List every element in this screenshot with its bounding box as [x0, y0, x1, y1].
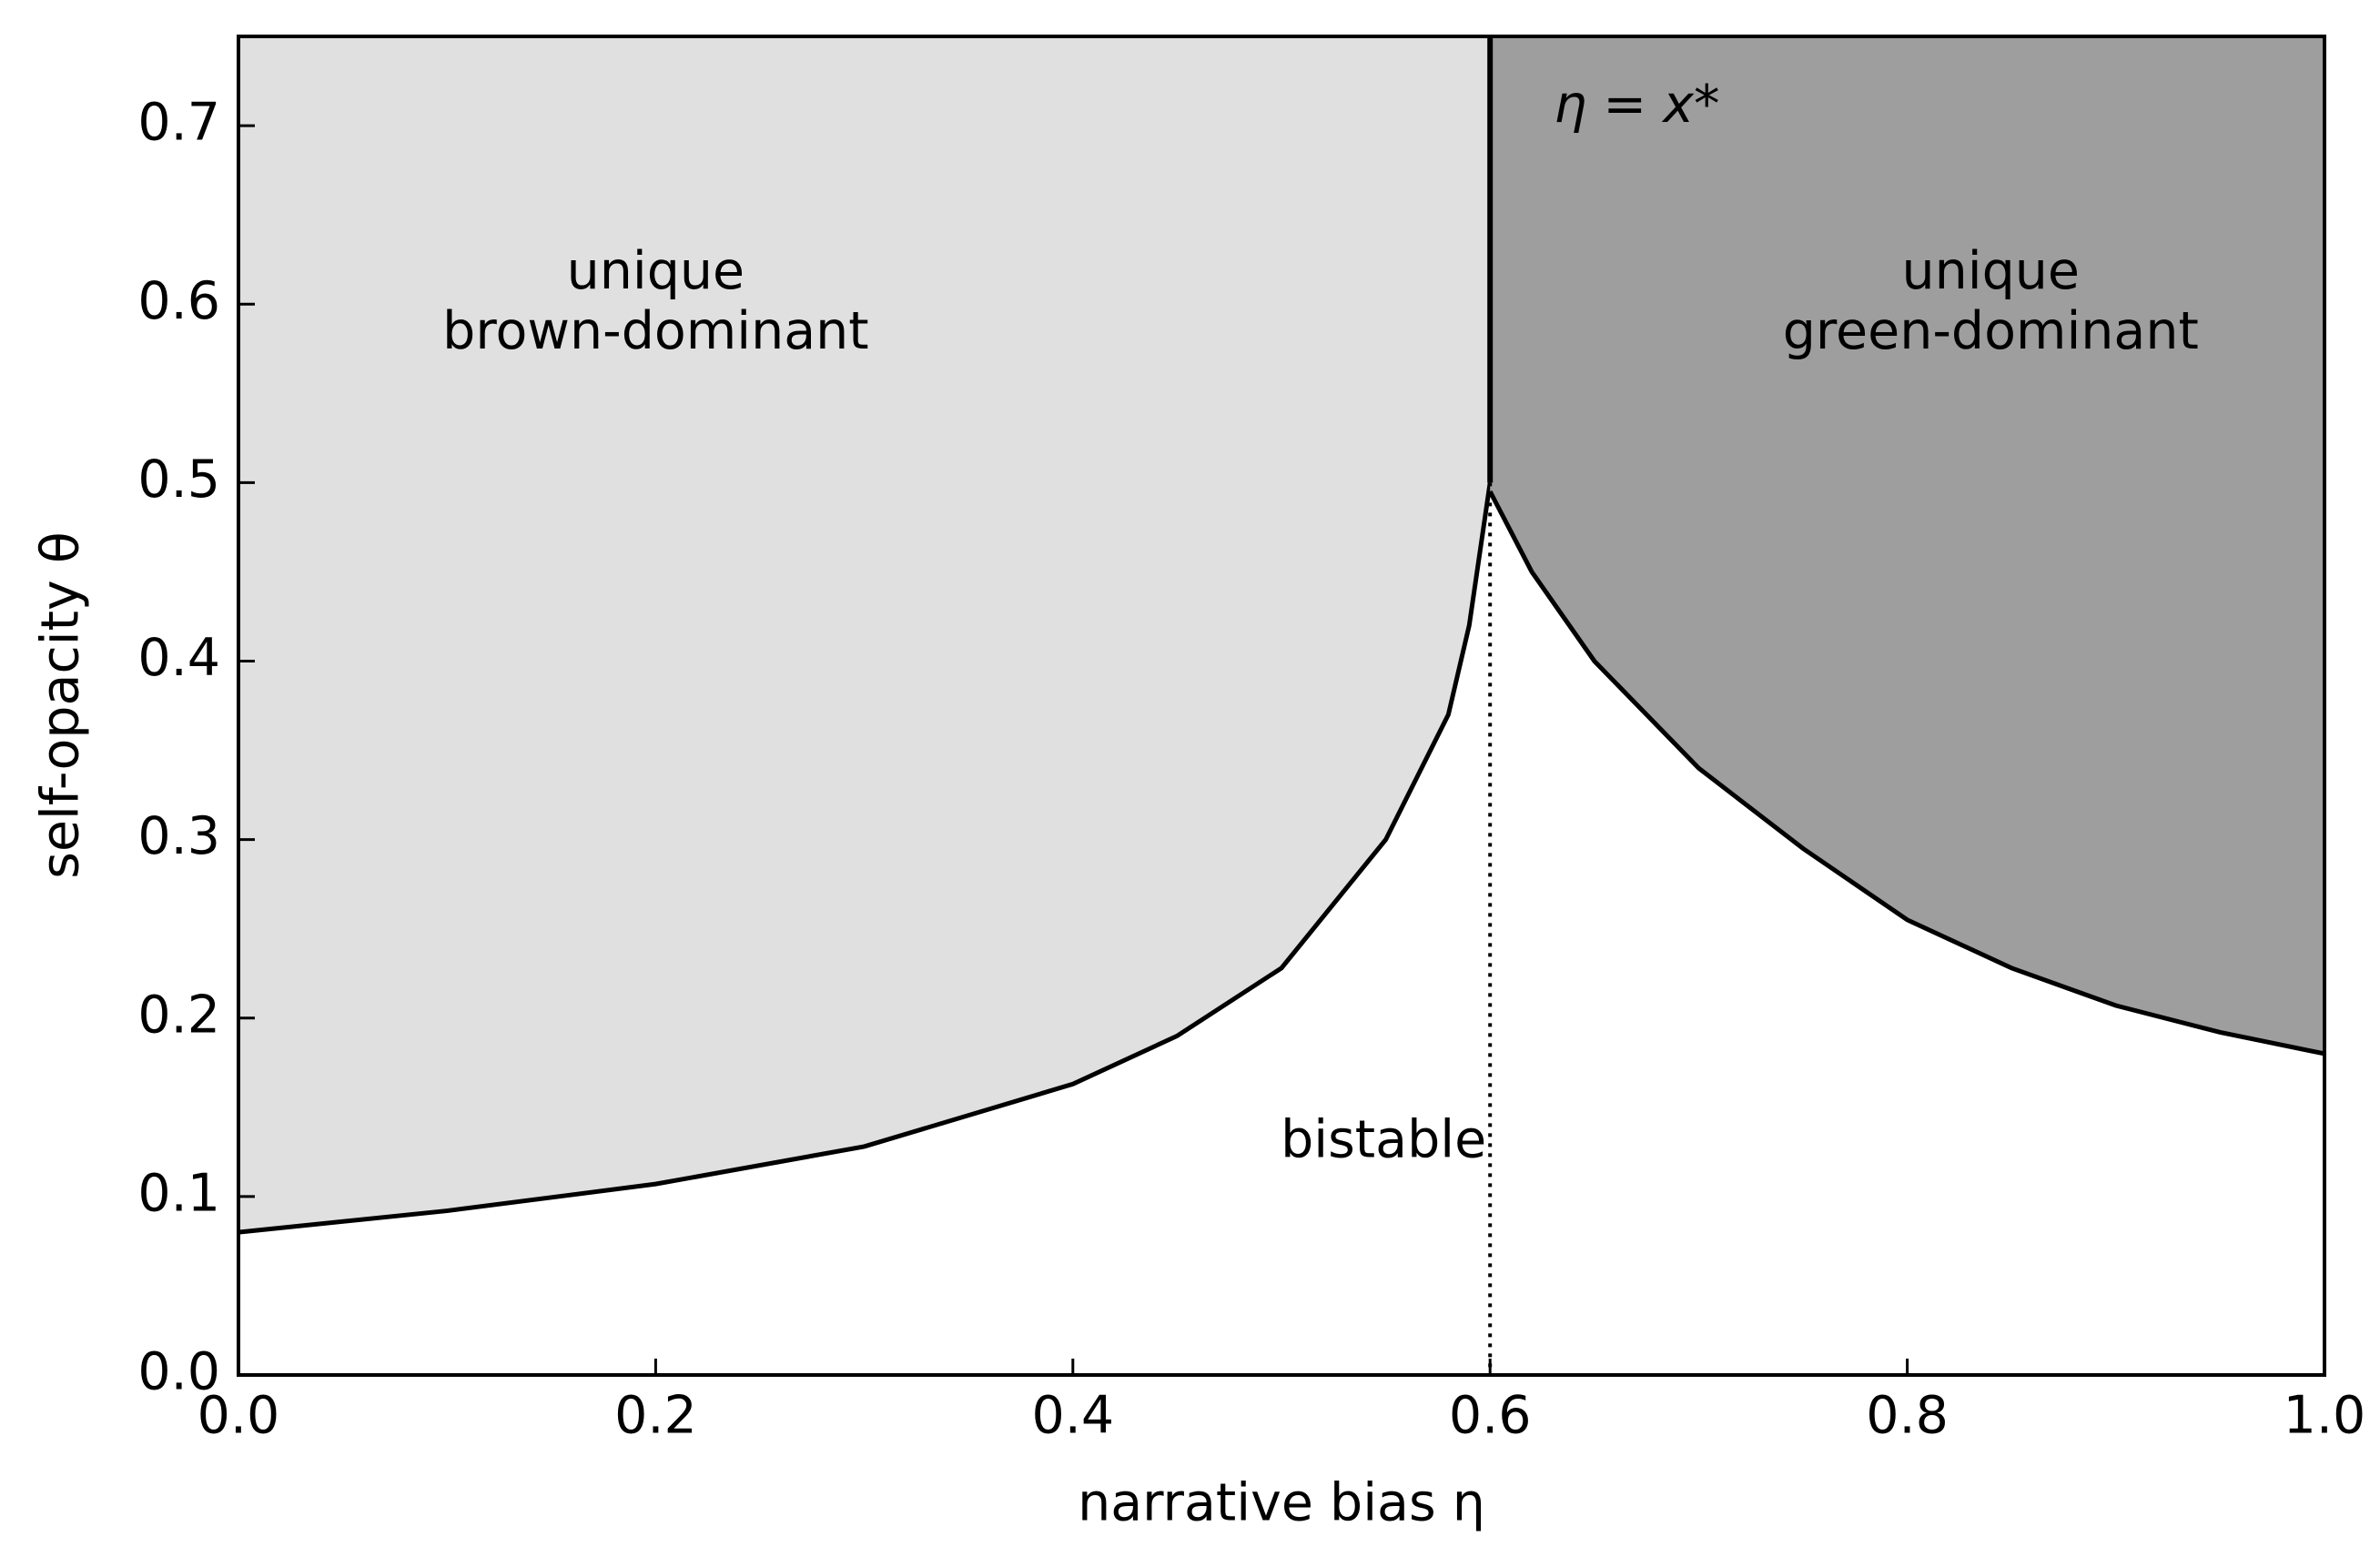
boundary-line [1487, 490, 2325, 1056]
x-tick-label: 0.2 [614, 1386, 697, 1446]
region [238, 36, 1491, 1233]
x-axis-label: narrative bias η [1078, 1473, 1485, 1533]
boundary-line [238, 481, 1493, 1235]
x-tick-label: 0.0 [197, 1386, 280, 1446]
x-tick-label: 0.4 [1031, 1386, 1114, 1446]
plot-frame [237, 35, 2326, 1377]
x-tick-label: 0.8 [1866, 1386, 1949, 1446]
y-tick-label: 0.4 [137, 628, 220, 688]
bistable-label: bistable [1281, 1110, 1486, 1170]
x-tick-label: 0.6 [1449, 1386, 1532, 1446]
y-tick-label: 0.7 [137, 93, 220, 153]
y-tick-label: 0.2 [137, 985, 220, 1045]
y-axis-label: self-opacity θ [31, 531, 91, 878]
y-tick-label: 0.3 [137, 806, 220, 866]
y-tick-label: 0.6 [137, 271, 220, 331]
x-tick-label: 1.0 [2284, 1386, 2366, 1446]
y-tick-label: 0.5 [137, 450, 220, 510]
y-tick-label: 0.1 [137, 1163, 220, 1223]
region-label: brown-dominant [442, 301, 869, 361]
threshold-label: η = x* [1554, 75, 1719, 135]
region-label: green-dominant [1783, 301, 2199, 361]
region [1490, 36, 2324, 1054]
y-tick-label: 0.0 [137, 1342, 220, 1402]
region-label: unique [1902, 241, 2080, 301]
region-label: unique [567, 241, 744, 301]
